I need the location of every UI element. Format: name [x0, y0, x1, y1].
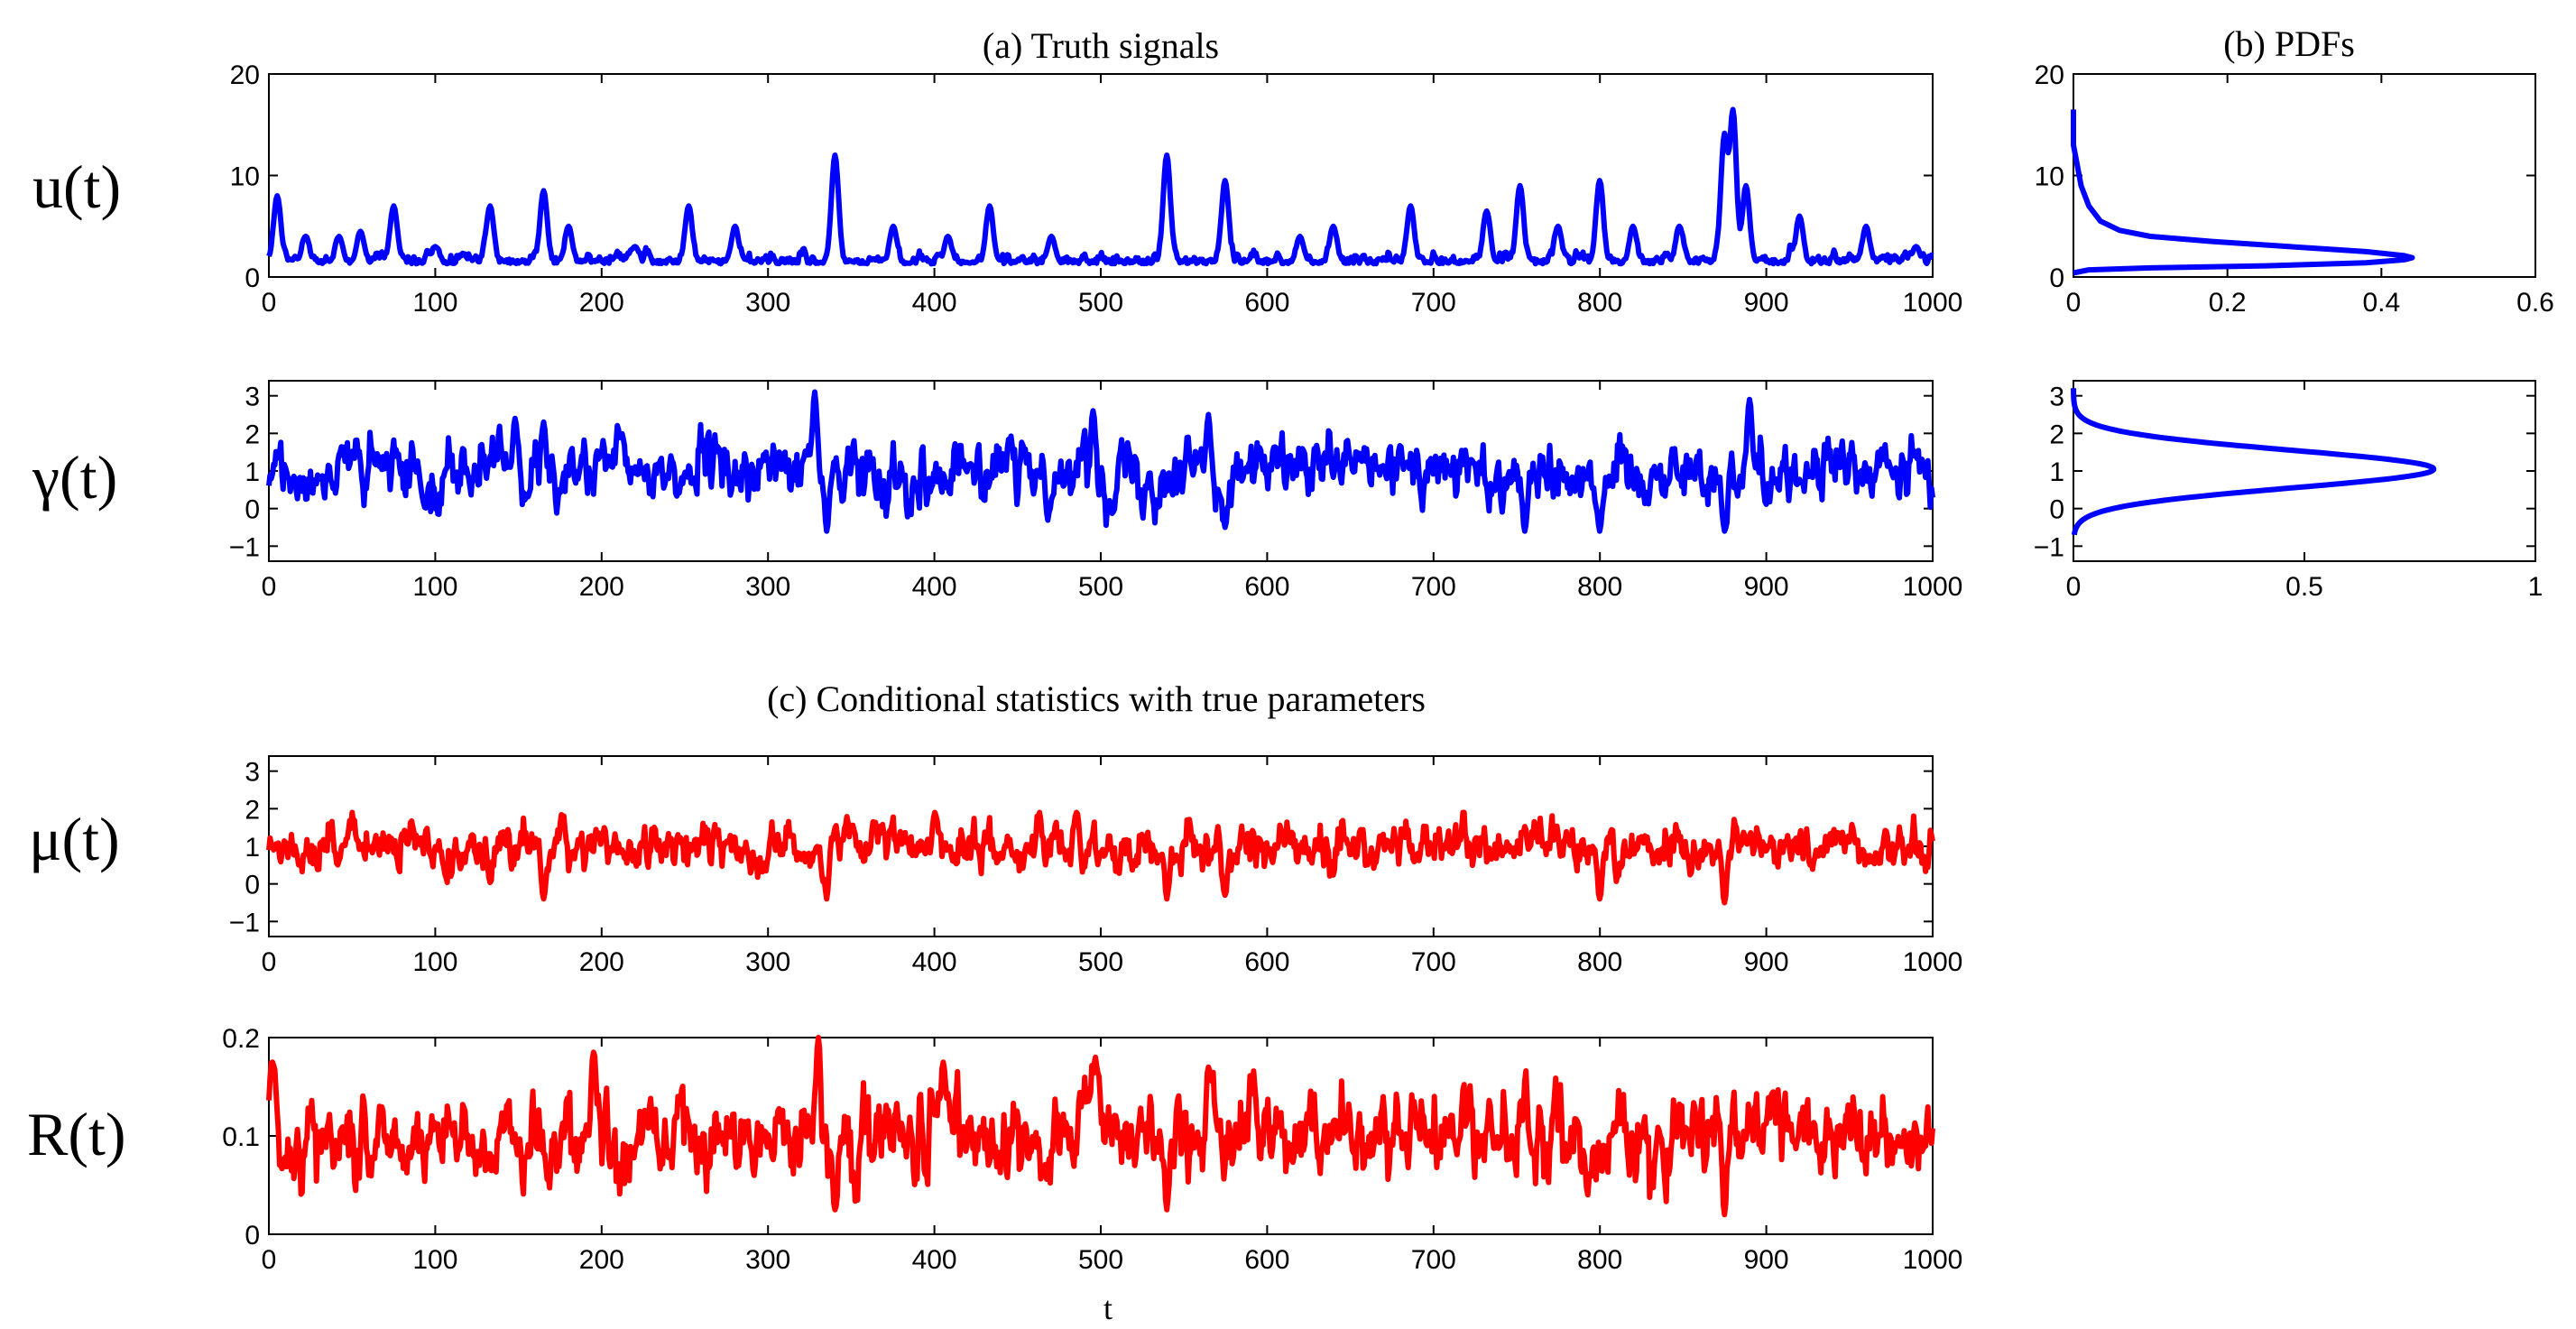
- x-tick-label: 0.5: [2285, 572, 2323, 602]
- x-tick-label: 800: [1577, 572, 1622, 602]
- x-axis-label: t: [1103, 1290, 1113, 1326]
- x-tick-label: 700: [1411, 1245, 1456, 1275]
- x-tick-label: 200: [579, 288, 624, 318]
- y-tick-label: 0: [245, 1221, 260, 1251]
- ylabel-R: R(t): [27, 1100, 126, 1168]
- x-tick-label: 700: [1411, 288, 1456, 318]
- title-a: (a) Truth signals: [983, 25, 1219, 66]
- x-tick-label: 1000: [1903, 288, 1963, 318]
- x-tick-label: 0.4: [2362, 288, 2400, 318]
- y-tick-label: 1: [245, 833, 260, 863]
- x-tick-label: 100: [412, 1245, 457, 1275]
- x-tick-label: 900: [1744, 947, 1789, 977]
- x-tick-label: 500: [1078, 947, 1123, 977]
- x-tick-label: 100: [412, 288, 457, 318]
- y-tick-label: −1: [229, 532, 260, 562]
- x-tick-label: 0: [262, 572, 277, 602]
- x-tick-label: 0.2: [2209, 288, 2247, 318]
- x-tick-label: 900: [1744, 1245, 1789, 1275]
- series-line-gamma: [266, 389, 1935, 534]
- x-tick-label: 0: [262, 288, 277, 318]
- x-tick-label: 800: [1577, 1245, 1622, 1275]
- y-tick-label: 20: [230, 60, 260, 90]
- y-tick-label: 1: [245, 457, 260, 487]
- x-tick-label: 1: [2528, 572, 2544, 602]
- x-tick-label: 700: [1411, 947, 1456, 977]
- x-tick-label: 400: [912, 947, 957, 977]
- x-tick-label: 900: [1744, 572, 1789, 602]
- x-tick-label: 300: [745, 947, 790, 977]
- y-tick-label: 2: [245, 795, 260, 825]
- x-tick-label: 500: [1078, 1245, 1123, 1275]
- x-tick-label: 1000: [1903, 947, 1963, 977]
- x-tick-label: 200: [579, 1245, 624, 1275]
- y-tick-label: −1: [229, 908, 260, 937]
- x-tick-label: 600: [1244, 1245, 1289, 1275]
- x-tick-label: 600: [1244, 572, 1289, 602]
- x-tick-label: 300: [745, 1245, 790, 1275]
- y-tick-label: 0: [2049, 495, 2064, 525]
- y-tick-label: 0: [245, 263, 260, 293]
- x-tick-label: 700: [1411, 572, 1456, 602]
- x-tick-label: 300: [745, 288, 790, 318]
- x-tick-label: 100: [412, 947, 457, 977]
- x-tick-label: 800: [1577, 288, 1622, 318]
- x-tick-label: 400: [912, 288, 957, 318]
- y-tick-label: 2: [245, 420, 260, 449]
- x-tick-label: 1000: [1903, 1245, 1963, 1275]
- series-line-pdf_gamma: [2071, 386, 2437, 537]
- x-tick-label: 400: [912, 572, 957, 602]
- y-tick-label: 0: [2049, 263, 2064, 293]
- y-tick-label: 3: [2049, 383, 2064, 412]
- panel-u: 0 100 200 300 400 500 600 700 800 900 1000 0 10 20: [230, 60, 1963, 318]
- panel-pdf_u: 0 0.2 0.4 0.6 0 10 20: [2035, 60, 2554, 318]
- y-tick-label: 0: [245, 495, 260, 525]
- y-tick-label: 20: [2035, 60, 2064, 90]
- series-line-pdf_u: [2071, 109, 2415, 276]
- x-tick-label: 200: [579, 572, 624, 602]
- x-tick-label: 0: [262, 947, 277, 977]
- x-tick-label: 500: [1078, 572, 1123, 602]
- x-tick-label: 800: [1577, 947, 1622, 977]
- x-tick-label: 300: [745, 572, 790, 602]
- series-line-R: [266, 1035, 1935, 1218]
- y-tick-label: 0.1: [222, 1122, 260, 1152]
- panel-R: 0 100 200 300 400 500 600 700 800 900 1000 0 0.1 0.2: [222, 1024, 1962, 1275]
- ylabel-mu: μ(t): [29, 805, 120, 873]
- y-tick-label: 2: [2049, 420, 2064, 449]
- y-tick-label: 10: [230, 162, 260, 192]
- x-tick-label: 0: [262, 1245, 277, 1275]
- x-tick-label: 100: [412, 572, 457, 602]
- x-tick-label: 1000: [1903, 572, 1963, 602]
- title-c: (c) Conditional statistics with true par…: [767, 678, 1426, 719]
- plot-frame-pdf_gamma: [2073, 380, 2536, 562]
- y-tick-label: 3: [245, 758, 260, 788]
- x-tick-label: 600: [1244, 288, 1289, 318]
- x-tick-label: 500: [1078, 288, 1123, 318]
- y-tick-label: 10: [2035, 162, 2064, 192]
- series-line-u: [266, 106, 1934, 267]
- x-tick-label: 400: [912, 1245, 957, 1275]
- x-tick-label: 200: [579, 947, 624, 977]
- y-tick-label: −1: [2034, 532, 2064, 562]
- y-tick-label: 1: [2049, 457, 2064, 487]
- title-b: (b) PDFs: [2223, 23, 2355, 64]
- x-tick-label: 0: [2066, 572, 2082, 602]
- y-tick-label: 3: [245, 383, 260, 412]
- x-tick-label: 0.6: [2516, 288, 2554, 318]
- x-tick-label: 600: [1244, 947, 1289, 977]
- y-tick-label: 0: [245, 871, 260, 900]
- ylabel-u: u(t): [32, 152, 121, 221]
- ylabel-gamma: γ(t): [32, 443, 117, 512]
- x-tick-label: 900: [1744, 288, 1789, 318]
- x-tick-label: 0: [2066, 288, 2082, 318]
- y-tick-label: 0.2: [222, 1024, 260, 1054]
- series-line-mu: [266, 809, 1935, 906]
